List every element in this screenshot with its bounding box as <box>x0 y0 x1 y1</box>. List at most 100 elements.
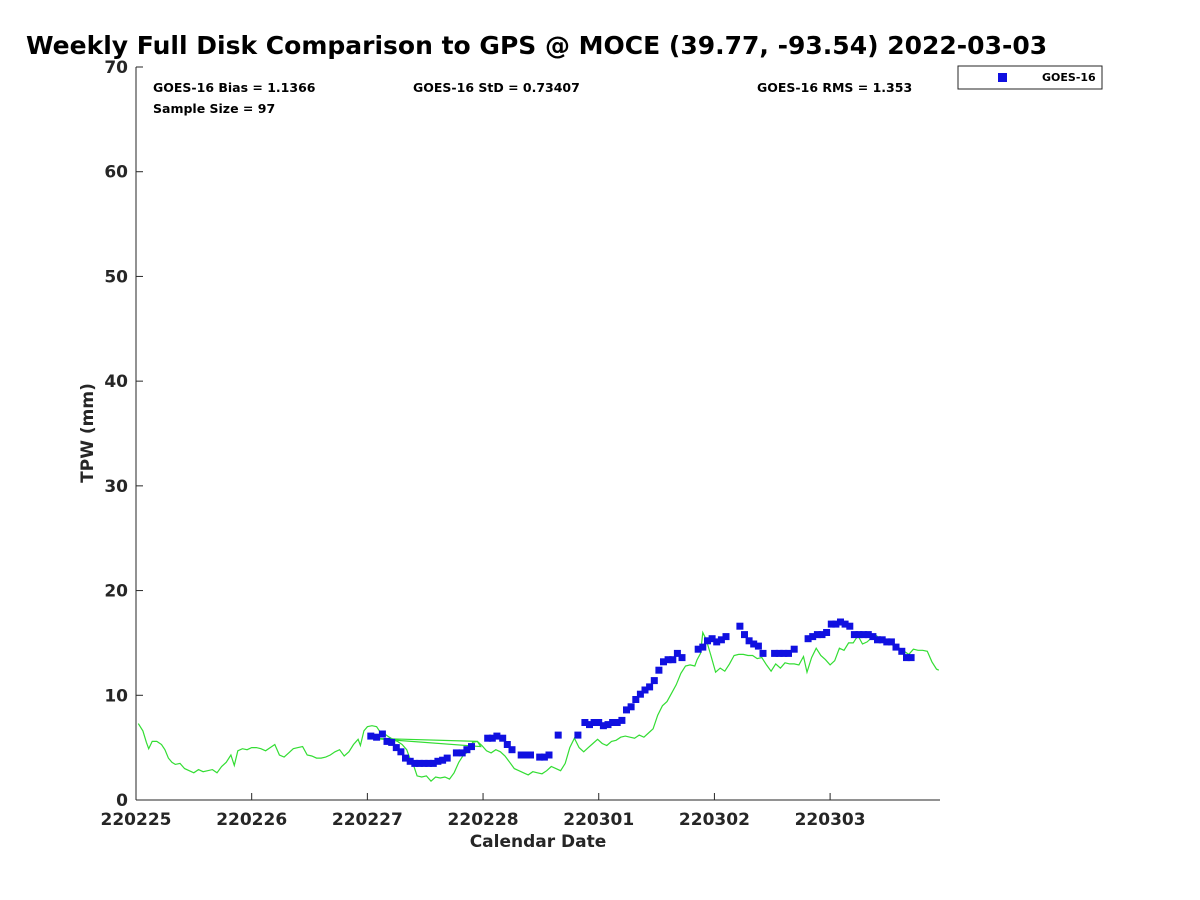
goes16-point <box>655 666 663 674</box>
y-tick-label: 0 <box>116 791 128 811</box>
goes16-point <box>383 737 391 745</box>
goes16-point <box>623 706 630 714</box>
goes16-point <box>754 642 762 650</box>
goes16-point <box>741 631 748 639</box>
goes16-point <box>883 638 891 646</box>
goes16-point <box>439 756 447 764</box>
goes16-point <box>759 649 767 657</box>
goes16-point <box>694 645 702 653</box>
goes16-point <box>586 721 593 729</box>
goes16-point <box>699 643 707 651</box>
goes16-point <box>590 719 598 726</box>
legend-goes16-label: GOES-16 <box>1042 71 1096 84</box>
goes16-point <box>402 754 409 762</box>
goes16-point <box>713 638 721 646</box>
goes16-point <box>837 618 844 626</box>
goes16-series <box>367 618 915 767</box>
goes16-point <box>517 751 525 759</box>
goes16-point <box>411 759 419 767</box>
goes16-point <box>574 731 582 739</box>
goes16-point <box>508 746 516 754</box>
goes16-point <box>898 647 906 655</box>
goes16-point <box>673 649 681 657</box>
goes16-point <box>790 645 798 653</box>
legend: GOES-16 <box>957 65 1103 90</box>
chart-title: Weekly Full Disk Comparison to GPS @ MOC… <box>26 31 1047 60</box>
goes16-point <box>463 746 471 754</box>
goes16-point <box>434 757 442 765</box>
goes16-point <box>484 734 492 742</box>
rms-stat: GOES-16 RMS = 1.353 <box>757 80 912 95</box>
goes16-point <box>488 734 496 742</box>
goes16-point <box>813 631 821 639</box>
goes16-point <box>527 751 534 759</box>
goes16-point <box>809 633 817 641</box>
goes16-point <box>388 738 396 746</box>
goes16-point <box>771 649 779 657</box>
goes16-point <box>780 649 788 657</box>
legend-goes16-marker <box>998 73 1007 82</box>
goes16-point <box>627 703 635 711</box>
goes16-point <box>887 638 895 646</box>
y-tick-label: 10 <box>104 686 128 706</box>
y-ticks: 0 10 20 30 40 50 60 70 <box>104 58 143 811</box>
gps-series <box>137 630 940 783</box>
x-tick-label: 220227 <box>332 810 403 830</box>
x-axis-label: Calendar Date <box>470 832 607 852</box>
goes16-point <box>785 649 792 657</box>
gps-line <box>137 630 940 783</box>
x-tick-label: 220228 <box>448 810 519 830</box>
x-tick-label: 220225 <box>101 810 172 830</box>
goes16-point <box>646 683 654 691</box>
y-axis-label: TPW (mm) <box>78 383 98 483</box>
goes16-point <box>632 696 640 703</box>
goes16-point <box>892 643 900 651</box>
goes16-point <box>420 759 428 767</box>
goes16-point <box>536 753 544 761</box>
goes16-point <box>823 629 831 636</box>
y-tick-label: 20 <box>104 582 128 602</box>
goes16-point <box>618 716 626 724</box>
x-tick-label: 220302 <box>679 810 750 830</box>
goes16-point <box>609 719 617 726</box>
goes16-point <box>636 690 644 698</box>
goes16-point <box>660 658 667 666</box>
goes16-point <box>745 637 753 645</box>
goes16-point <box>540 753 548 761</box>
goes16-point <box>458 749 466 757</box>
goes16-point <box>406 757 414 765</box>
goes16-point <box>468 743 475 751</box>
goes16-point <box>846 622 854 630</box>
x-tick-label: 220301 <box>563 810 634 830</box>
goes16-point <box>452 749 460 757</box>
goes16-point <box>832 620 840 628</box>
goes16-point <box>841 620 849 628</box>
y-tick-label: 30 <box>104 477 128 497</box>
goes16-point <box>827 620 835 628</box>
std-stat: GOES-16 StD = 0.73407 <box>413 80 580 95</box>
goes16-point <box>604 721 612 729</box>
goes16-point <box>850 631 858 639</box>
goes16-point <box>554 731 562 739</box>
goes16-point <box>864 631 872 639</box>
goes16-point <box>613 719 621 726</box>
goes16-point <box>717 636 725 644</box>
goes16-point <box>750 640 758 648</box>
goes16-point <box>392 744 400 752</box>
goes16-point <box>855 631 863 639</box>
goes16-point <box>818 631 826 639</box>
goes16-point <box>704 637 711 645</box>
goes16-point <box>804 635 812 643</box>
goes16-point <box>775 649 783 657</box>
goes16-point <box>860 631 868 639</box>
goes16-point <box>581 719 589 726</box>
goes16-point <box>650 677 658 685</box>
y-tick-label: 40 <box>104 372 128 392</box>
goes16-point <box>443 754 451 762</box>
goes16-point <box>545 751 553 759</box>
goes16-point <box>415 759 423 767</box>
goes16-point <box>397 748 405 756</box>
goes16-point <box>378 730 386 738</box>
goes16-point <box>678 654 686 662</box>
